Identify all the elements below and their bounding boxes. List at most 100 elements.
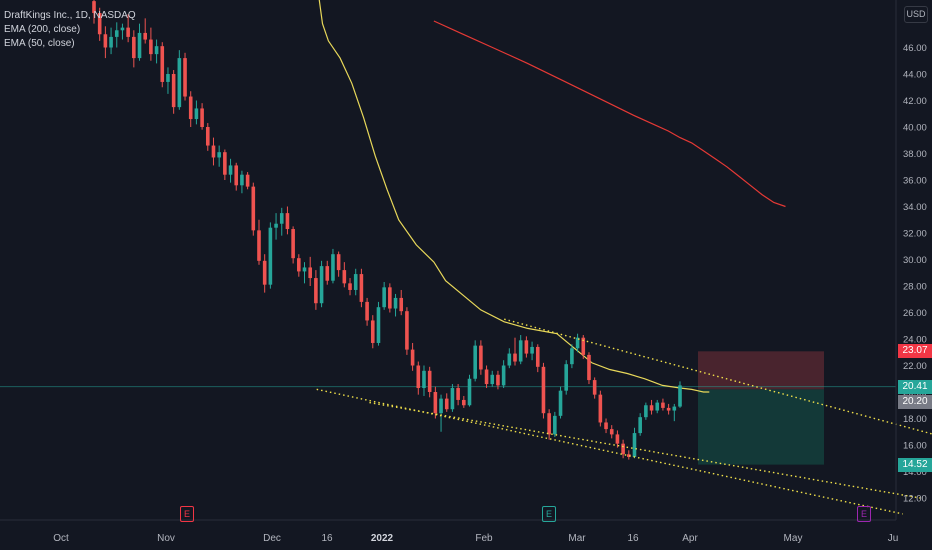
candle-body bbox=[649, 405, 654, 411]
time-tick-label: 16 bbox=[627, 533, 639, 544]
price-tick-label: 30.00 bbox=[903, 255, 927, 266]
candle-body bbox=[484, 369, 489, 385]
price-tick-label: 18.00 bbox=[903, 414, 927, 425]
candle-body bbox=[547, 413, 551, 435]
candle bbox=[92, 0, 96, 24]
position-zones bbox=[0, 351, 896, 465]
price-tick-label: 34.00 bbox=[903, 202, 927, 213]
candle-body bbox=[257, 230, 261, 261]
candle-body bbox=[92, 1, 96, 14]
candle-body bbox=[137, 32, 142, 59]
candle bbox=[661, 398, 665, 411]
candle-body bbox=[154, 46, 159, 55]
candle bbox=[507, 348, 512, 369]
earnings-event-icon[interactable]: E bbox=[857, 506, 871, 522]
candle bbox=[285, 206, 290, 235]
candle-body bbox=[319, 266, 324, 304]
candle bbox=[444, 393, 449, 412]
candle-body bbox=[188, 96, 193, 120]
candle-body bbox=[592, 380, 597, 395]
ema50-path bbox=[318, 0, 710, 393]
candle bbox=[114, 22, 119, 48]
candle-body bbox=[314, 278, 318, 304]
candle-body bbox=[661, 402, 665, 408]
candle-body bbox=[564, 364, 569, 391]
candle bbox=[393, 293, 398, 317]
price-tick-label: 46.00 bbox=[903, 43, 927, 54]
earnings-event-icon[interactable]: E bbox=[180, 506, 194, 522]
entry-price-tag: 20.20 bbox=[898, 395, 932, 409]
price-tick-label: 28.00 bbox=[903, 282, 927, 293]
candle bbox=[103, 26, 108, 59]
candle bbox=[228, 158, 233, 183]
candle bbox=[678, 381, 682, 408]
candle-body bbox=[632, 433, 637, 457]
candle-body bbox=[575, 337, 580, 349]
candle-body bbox=[353, 274, 358, 290]
candle bbox=[109, 27, 113, 55]
candle bbox=[160, 42, 165, 88]
candle-body bbox=[325, 266, 330, 281]
candle-body bbox=[558, 390, 563, 416]
candle bbox=[171, 70, 176, 114]
candle-body bbox=[171, 74, 176, 108]
candle bbox=[626, 450, 631, 460]
candle bbox=[257, 219, 261, 265]
candle bbox=[666, 403, 671, 415]
earnings-event-icon[interactable]: E bbox=[542, 506, 556, 522]
candle bbox=[359, 268, 364, 308]
candle-body bbox=[433, 392, 438, 414]
candle bbox=[655, 399, 660, 414]
candle-body bbox=[496, 374, 500, 386]
legend-title: DraftKings Inc., 1D, NASDAQ bbox=[4, 10, 136, 21]
candle bbox=[547, 409, 551, 440]
candles bbox=[92, 0, 682, 460]
candle-body bbox=[609, 429, 614, 435]
candle bbox=[97, 7, 102, 41]
candle-body bbox=[200, 108, 204, 127]
candle bbox=[325, 260, 330, 285]
candle-body bbox=[228, 165, 233, 175]
time-tick-label: Dec bbox=[263, 533, 281, 544]
candle bbox=[382, 282, 386, 310]
candle bbox=[416, 361, 421, 395]
candle-body bbox=[382, 287, 386, 308]
stop-zone bbox=[698, 351, 824, 390]
candle-body bbox=[399, 297, 404, 312]
candle-body bbox=[126, 27, 130, 37]
candle-body bbox=[120, 27, 125, 31]
candle bbox=[581, 335, 586, 359]
candle bbox=[427, 366, 432, 398]
candle bbox=[553, 411, 557, 438]
candle bbox=[120, 23, 125, 40]
candle bbox=[348, 278, 352, 296]
candle-body bbox=[518, 340, 523, 362]
candle bbox=[166, 67, 170, 94]
candle-body bbox=[183, 58, 187, 97]
time-tick-label: Feb bbox=[475, 533, 493, 544]
candle-body bbox=[626, 454, 631, 457]
candle-body bbox=[348, 283, 352, 290]
candle-body bbox=[268, 227, 273, 285]
candle-body bbox=[160, 46, 165, 82]
candle-body bbox=[553, 415, 557, 435]
candle-body bbox=[376, 307, 381, 343]
candle bbox=[177, 50, 182, 110]
candle bbox=[541, 362, 546, 419]
candle-body bbox=[393, 297, 398, 309]
candle-body bbox=[365, 301, 369, 321]
candle bbox=[336, 251, 341, 277]
candle-body bbox=[388, 287, 392, 309]
candle-body bbox=[638, 417, 642, 434]
price-tick-label: 36.00 bbox=[903, 176, 927, 187]
currency-button[interactable]: USD bbox=[904, 6, 928, 23]
price-tick-label: 40.00 bbox=[903, 123, 927, 134]
candle bbox=[570, 344, 574, 369]
candle-body bbox=[598, 394, 603, 423]
price-tick-label: 32.00 bbox=[903, 229, 927, 240]
candle bbox=[194, 100, 199, 125]
candle bbox=[621, 439, 625, 459]
candle bbox=[279, 207, 284, 236]
